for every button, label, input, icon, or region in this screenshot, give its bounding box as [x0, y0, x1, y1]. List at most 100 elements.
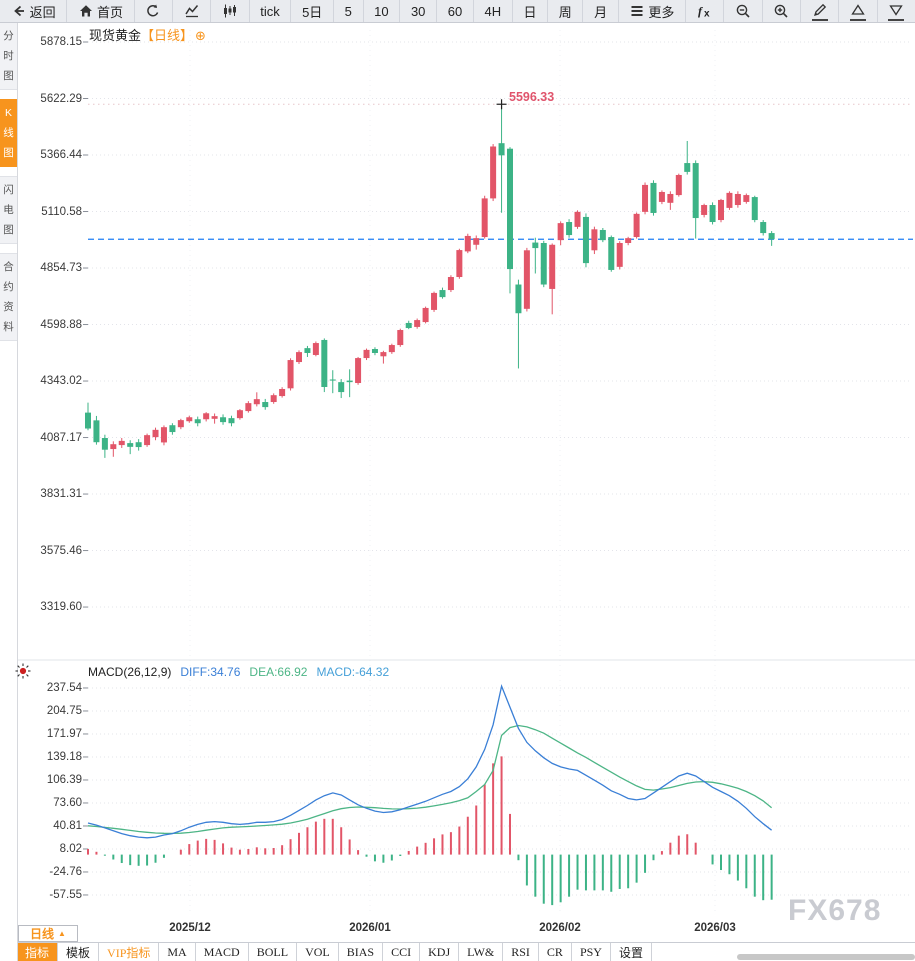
candlestick-chart-button[interactable] [211, 0, 250, 22]
sidebar-item-2[interactable]: 闪电图 [0, 176, 17, 244]
indicator-tab-CR[interactable]: CR [539, 943, 572, 961]
macd-tick-9: -57.55 [49, 888, 82, 901]
more-button[interactable]: 更多 [619, 0, 687, 22]
macd-tick-5: 73.60 [53, 796, 82, 809]
period-month-button-label: 月 [594, 4, 608, 20]
indicator-tab-VOL[interactable]: VOL [297, 943, 339, 961]
indicator-tab-BOLL[interactable]: BOLL [249, 943, 298, 961]
date-tick-3: 2026/03 [694, 922, 736, 934]
zoom-out-icon [735, 3, 751, 19]
indicator-tab-PSY[interactable]: PSY [572, 943, 611, 961]
svg-text:f: f [698, 4, 703, 18]
period-4h-button[interactable]: 4H [474, 0, 513, 22]
period-30m-button[interactable]: 30 [400, 0, 438, 22]
refresh-icon [145, 3, 161, 19]
period-week-button[interactable]: 周 [548, 0, 584, 22]
macd-tick-6: 40.81 [53, 819, 82, 832]
indicator-tab-CCI[interactable]: CCI [383, 943, 421, 961]
chart-type-sidebar: 分时图 K线图闪电图合约资料 [0, 22, 18, 961]
indicator-tab-LW&[interactable]: LW& [459, 943, 504, 961]
macd-tick-0: 237.54 [46, 681, 82, 694]
macd-tick-1: 204.75 [46, 704, 82, 717]
price-tick-7: 4087.17 [40, 431, 82, 444]
period-60m-button-label: 60 [447, 3, 463, 19]
macd-tick-8: -24.76 [49, 865, 82, 878]
triangle-down-icon [888, 2, 905, 21]
price-tick-9: 3575.46 [40, 544, 82, 557]
indicator-settings-sun-icon[interactable] [14, 662, 32, 680]
line-chart-icon [184, 3, 200, 19]
period-month-button[interactable]: 月 [583, 0, 619, 22]
tick-button[interactable]: tick [250, 0, 292, 22]
macd-header: MACD(26,12,9) DIFF:34.76 DEA:66.92 MACD:-64… [88, 665, 398, 679]
draw-button[interactable] [801, 0, 840, 22]
macd-dea-value: DEA:66.92 [249, 665, 308, 679]
triangle-up-icon [850, 2, 866, 21]
triangle-up-small-icon: ▲ [58, 929, 66, 938]
price-tick-5: 4598.88 [40, 318, 82, 331]
period-tag: 【日线】 [141, 28, 194, 43]
date-tick-0: 2025/12 [169, 922, 211, 934]
price-tick-4: 4854.73 [40, 262, 82, 275]
chart-title: 现货黄金【日线】 ⊕ [89, 25, 206, 44]
home-icon [78, 3, 94, 19]
period-day-button-label: 日 [523, 4, 537, 20]
price-tick-6: 4343.02 [40, 375, 82, 388]
watermark: FX678 [788, 894, 882, 927]
collapse-up-button[interactable] [839, 0, 878, 22]
refresh-button[interactable] [135, 0, 173, 22]
period-10m-button[interactable]: 10 [364, 0, 401, 22]
price-tick-2: 5366.44 [40, 149, 82, 161]
period-30m-button-label: 30 [410, 3, 426, 19]
add-compare-icon[interactable]: ⊕ [195, 28, 206, 43]
top-toolbar: 返回 首页 tick 5日 5 10 30 60 4H 日 周 月 更多 f x [0, 0, 915, 23]
macd-tick-3: 139.18 [46, 750, 82, 763]
sidebar-item-3[interactable]: 合约资料 [0, 253, 17, 341]
period-60m-button[interactable]: 60 [437, 0, 474, 22]
period-5m-button[interactable]: 5 [334, 0, 364, 22]
horizontal-scrollbar[interactable] [737, 954, 915, 960]
indicator-tab-RSI[interactable]: RSI [503, 943, 539, 961]
zoom-in-icon [773, 3, 789, 19]
line-chart-button[interactable] [173, 0, 212, 22]
zoom-out-button[interactable] [724, 0, 763, 22]
period-week-button-label: 周 [558, 4, 572, 20]
home-button-label: 首页 [96, 4, 123, 20]
home-button[interactable]: 首页 [67, 0, 135, 22]
price-tick-0: 5878.15 [40, 36, 82, 48]
period-selector-label: 日线 [30, 927, 55, 941]
menu-icon [629, 3, 645, 19]
indicator-tab-KDJ[interactable]: KDJ [420, 943, 460, 961]
date-tick-2: 2026/02 [539, 922, 581, 934]
period-4h-button-label: 4H [484, 3, 502, 19]
indicator-tab-指标[interactable]: 指标 [17, 943, 59, 961]
indicator-tab-BIAS[interactable]: BIAS [339, 943, 384, 961]
indicator-tab-模板[interactable]: 模板 [58, 943, 100, 961]
zoom-in-button[interactable] [763, 0, 802, 22]
symbol-name: 现货黄金 [89, 28, 142, 43]
indicator-tab-设置[interactable]: 设置 [611, 943, 652, 961]
period-5d-button-label: 5日 [302, 4, 323, 20]
macd-diff-value: DIFF:34.76 [180, 665, 241, 679]
indicator-tab-VIP指标[interactable]: VIP指标 [99, 943, 160, 961]
expand-down-button[interactable] [878, 0, 915, 22]
period-5d-button[interactable]: 5日 [291, 0, 334, 22]
sidebar-item-1[interactable]: K线图 [0, 99, 17, 167]
macd-params: MACD(26,12,9) [88, 665, 172, 679]
price-tick-8: 3831.31 [40, 488, 82, 501]
date-tick-1: 2026/01 [349, 922, 391, 934]
back-button-label: 返回 [29, 4, 56, 20]
period-selector[interactable]: 日线 ▲ [18, 925, 78, 942]
back-arrow-icon [11, 3, 27, 19]
indicator-tab-MA[interactable]: MA [159, 943, 196, 961]
period-10m-button-label: 10 [374, 3, 389, 19]
period-day-button[interactable]: 日 [513, 0, 549, 22]
sidebar-item-0[interactable]: 分时图 [0, 22, 17, 90]
period-5m-button-label: 5 [344, 3, 352, 19]
svg-text:x: x [704, 9, 710, 20]
back-button[interactable]: 返回 [0, 0, 68, 22]
indicator-tab-MACD[interactable]: MACD [196, 943, 249, 961]
